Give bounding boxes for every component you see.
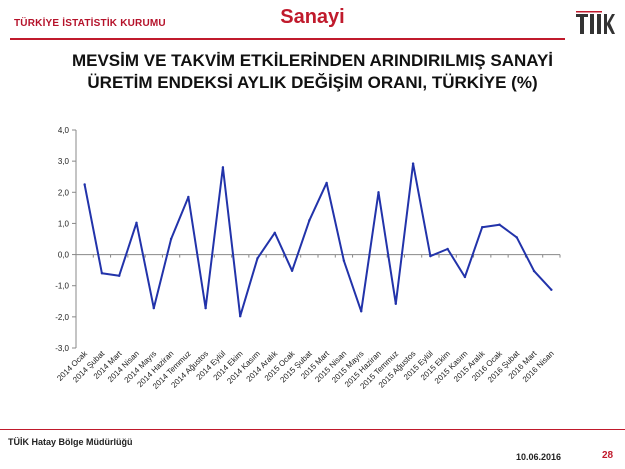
section-title: Sanayi bbox=[280, 6, 345, 28]
data-point bbox=[377, 191, 380, 194]
data-point bbox=[273, 231, 276, 234]
data-point bbox=[100, 272, 104, 275]
data-point bbox=[239, 315, 242, 318]
data-point bbox=[463, 275, 467, 279]
data-point bbox=[187, 195, 190, 199]
data-point bbox=[429, 254, 432, 258]
data-point bbox=[360, 310, 363, 313]
data-point bbox=[532, 269, 536, 273]
y-tick-label: 4,0 bbox=[58, 126, 70, 135]
y-tick-label: 3,0 bbox=[58, 157, 70, 166]
footer-date: 10.06.2016 bbox=[516, 452, 562, 462]
y-tick-label: 2,0 bbox=[58, 188, 70, 197]
data-point bbox=[83, 183, 86, 186]
data-point bbox=[411, 162, 415, 165]
y-tick-label: -2,0 bbox=[55, 313, 69, 322]
footer-office: TÜİK Hatay Bölge Müdürlüğü bbox=[8, 437, 133, 447]
chart-title-line-2: ÜRETİM ENDEKSİ AYLIK DEĞİŞİM ORANI, TÜRK… bbox=[87, 73, 538, 92]
header-divider bbox=[10, 38, 565, 40]
tuik-logo-icon bbox=[576, 11, 615, 34]
data-point bbox=[256, 257, 259, 260]
chart-title: MEVSİM VE TAKVİM ETKİLERİNDEN ARINDIRILM… bbox=[0, 50, 625, 94]
footer-divider bbox=[0, 429, 625, 430]
data-point bbox=[118, 274, 121, 277]
data-point bbox=[481, 225, 484, 229]
data-point bbox=[515, 236, 518, 239]
data-point bbox=[221, 166, 225, 169]
data-point bbox=[394, 302, 397, 305]
header-org: TÜRKİYE İSTATİSTİK KURUMU bbox=[14, 18, 166, 29]
chart-title-line-1: MEVSİM VE TAKVİM ETKİLERİNDEN ARINDIRILM… bbox=[71, 51, 554, 70]
data-point bbox=[446, 247, 449, 251]
data-point bbox=[169, 237, 173, 241]
data-point bbox=[135, 221, 138, 225]
data-point bbox=[550, 288, 553, 291]
data-point bbox=[498, 223, 501, 226]
y-tick-label: -1,0 bbox=[55, 282, 69, 291]
data-point bbox=[290, 269, 294, 272]
series-line bbox=[83, 162, 553, 318]
data-point bbox=[152, 306, 155, 310]
page-number: 28 bbox=[602, 450, 614, 461]
data-point bbox=[342, 259, 346, 262]
data-point bbox=[308, 219, 311, 222]
data-point bbox=[325, 181, 328, 185]
y-tick-label: -3,0 bbox=[55, 344, 69, 353]
y-tick-label: 1,0 bbox=[58, 219, 70, 228]
y-tick-label: 0,0 bbox=[58, 251, 70, 260]
data-point bbox=[204, 306, 207, 310]
